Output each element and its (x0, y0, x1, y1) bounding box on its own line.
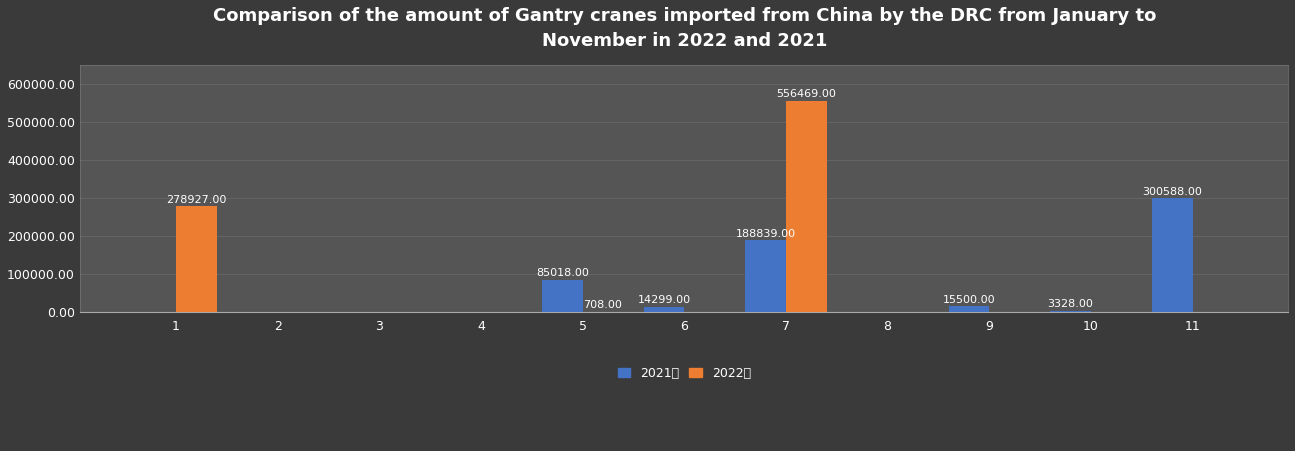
Text: 556469.00: 556469.00 (776, 89, 837, 99)
Text: 14299.00: 14299.00 (637, 295, 690, 305)
Title: Comparison of the amount of Gantry cranes imported from China by the DRC from Ja: Comparison of the amount of Gantry crane… (212, 7, 1156, 50)
Text: 85018.00: 85018.00 (536, 268, 589, 278)
Bar (543, 280, 583, 312)
Text: 300588.00: 300588.00 (1142, 187, 1202, 197)
Bar (786, 101, 826, 312)
Text: 3328.00: 3328.00 (1048, 299, 1093, 309)
Bar (1151, 198, 1193, 312)
Text: 708.00: 708.00 (584, 300, 623, 310)
Text: 15500.00: 15500.00 (943, 295, 995, 305)
Legend: 2021年, 2022年: 2021年, 2022年 (613, 362, 756, 385)
Text: 278927.00: 278927.00 (166, 195, 227, 205)
Bar (948, 306, 989, 312)
Bar (644, 307, 684, 312)
Text: 188839.00: 188839.00 (736, 229, 795, 239)
Bar (1050, 311, 1090, 312)
Bar (176, 206, 216, 312)
Bar (745, 240, 786, 312)
